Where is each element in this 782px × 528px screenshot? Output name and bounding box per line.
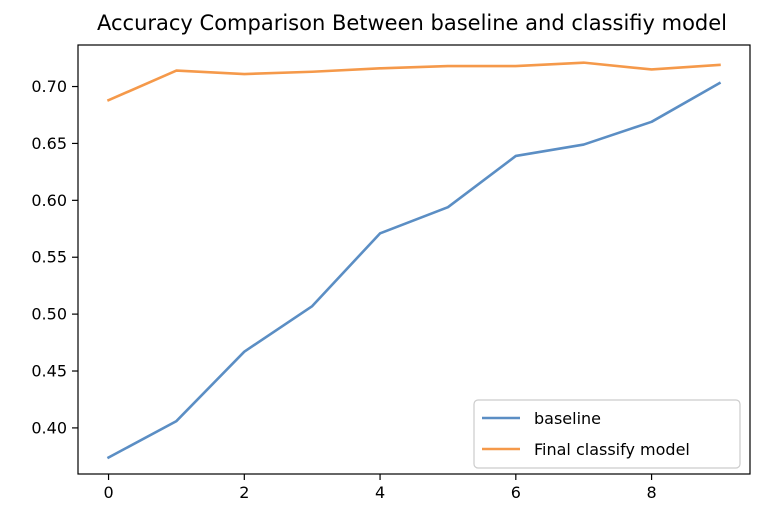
- legend-label-0: baseline: [534, 409, 601, 428]
- x-tick-label: 6: [511, 483, 521, 502]
- y-tick-label: 0.65: [31, 134, 67, 153]
- series-line-1: [106, 61, 721, 102]
- x-tick-label: 0: [103, 483, 113, 502]
- y-tick-label: 0.40: [31, 418, 67, 437]
- series-line-0: [106, 81, 722, 460]
- chart-title: Accuracy Comparison Between baseline and…: [97, 11, 727, 35]
- legend-label-1: Final classify model: [534, 440, 690, 459]
- y-tick-label: 0.55: [31, 248, 67, 267]
- x-tick-label: 2: [239, 483, 249, 502]
- legend-box: [473, 399, 741, 469]
- y-tick-label: 0.70: [31, 77, 67, 96]
- y-axis: 0.40 0.45 0.50 0.55 0.60 0.65 0.70: [31, 77, 78, 437]
- x-tick-label: 8: [646, 483, 656, 502]
- plot-area-frame: [77, 44, 751, 475]
- series-layer: [106, 61, 722, 460]
- y-tick-label: 0.50: [31, 305, 67, 324]
- x-tick-label: 4: [375, 483, 385, 502]
- y-tick-label: 0.60: [31, 191, 67, 210]
- y-tick-label: 0.45: [31, 362, 67, 381]
- x-axis: 0 2 4 6 8: [103, 474, 657, 502]
- legend: baseline Final classify model: [473, 399, 741, 469]
